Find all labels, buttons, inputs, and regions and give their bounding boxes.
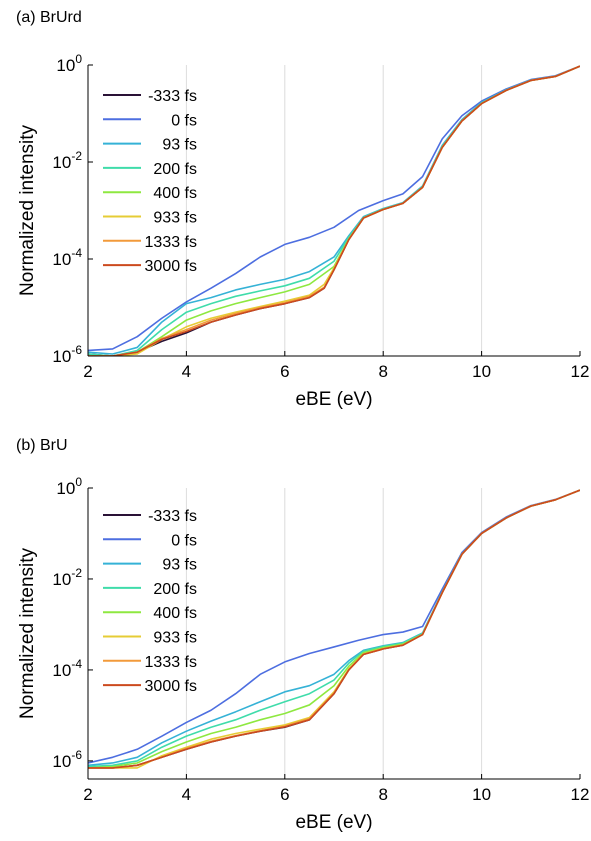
- x-axis-label: eBE (eV): [295, 389, 372, 410]
- series-group: [88, 489, 580, 769]
- x-tick-label: 4: [182, 362, 191, 381]
- y-tick-exponent: -4: [71, 246, 82, 260]
- y-axis-label: Normalized intensity: [17, 547, 38, 719]
- y-tick-base: 10: [52, 250, 71, 269]
- series-line-7: [88, 65, 580, 356]
- legend-label-0: -333 fs: [148, 508, 197, 525]
- y-axis-label: Normalized intensity: [17, 124, 38, 296]
- y-tick-label: 10-6: [52, 343, 82, 366]
- legend-label-3: 200 fs: [153, 581, 197, 598]
- x-tick-label: 2: [83, 362, 92, 381]
- y-tick-exponent: -6: [71, 343, 82, 357]
- y-tick-exponent: -2: [71, 149, 82, 163]
- legend-label-6: 1333 fs: [145, 234, 197, 251]
- y-tick-base: 10: [56, 479, 75, 498]
- legend-label-2: 93 fs: [162, 557, 197, 574]
- legend-label-5: 933 fs: [153, 630, 197, 647]
- legend-label-5: 933 fs: [153, 210, 197, 227]
- y-tick-label: 10-2: [52, 149, 82, 172]
- x-tick-label: 12: [571, 362, 590, 381]
- panel-label: (b) BrU: [16, 437, 68, 454]
- legend-label-6: 1333 fs: [145, 654, 197, 671]
- y-tick-base: 10: [52, 347, 71, 366]
- y-tick-exponent: -4: [71, 657, 82, 671]
- legend-label-7: 3000 fs: [145, 258, 197, 275]
- x-tick-label: 6: [280, 785, 289, 804]
- y-tick-exponent: 0: [75, 475, 82, 489]
- y-tick-label: 10-4: [52, 246, 82, 269]
- x-tick-label: 8: [378, 362, 387, 381]
- x-tick-label: 4: [182, 785, 191, 804]
- y-tick-exponent: 0: [75, 52, 82, 66]
- legend-label-3: 200 fs: [153, 161, 197, 178]
- legend-label-1: 0 fs: [171, 112, 197, 129]
- y-tick-exponent: -2: [71, 566, 82, 580]
- y-tick-label: 100: [56, 52, 82, 75]
- y-tick-label: 10-6: [52, 748, 82, 771]
- panel-label: (a) BrUrd: [16, 9, 82, 26]
- x-axis-label: eBE (eV): [295, 812, 372, 833]
- x-tick-label: 12: [571, 785, 590, 804]
- legend-label-1: 0 fs: [171, 532, 197, 549]
- x-tick-label: 8: [378, 785, 387, 804]
- y-tick-label: 10-4: [52, 657, 82, 680]
- y-tick-base: 10: [52, 661, 71, 680]
- x-tick-label: 10: [472, 785, 491, 804]
- x-tick-label: 10: [472, 362, 491, 381]
- y-tick-exponent: -6: [71, 748, 82, 762]
- y-tick-base: 10: [56, 56, 75, 75]
- series-line-7: [88, 489, 580, 769]
- legend-label-4: 400 fs: [153, 605, 197, 622]
- y-tick-base: 10: [52, 153, 71, 172]
- x-tick-label: 6: [280, 362, 289, 381]
- plot-area: [88, 65, 580, 356]
- series-line-1: [88, 65, 580, 352]
- legend-label-7: 3000 fs: [145, 678, 197, 695]
- legend-label-0: -333 fs: [148, 88, 197, 105]
- x-tick-label: 2: [83, 785, 92, 804]
- y-tick-label: 10-2: [52, 566, 82, 589]
- y-tick-base: 10: [52, 570, 71, 589]
- plot-area: [88, 488, 580, 779]
- legend-label-2: 93 fs: [162, 137, 197, 154]
- y-tick-base: 10: [52, 752, 71, 771]
- series-group: [88, 65, 580, 356]
- y-tick-label: 100: [56, 475, 82, 498]
- legend-label-4: 400 fs: [153, 185, 197, 202]
